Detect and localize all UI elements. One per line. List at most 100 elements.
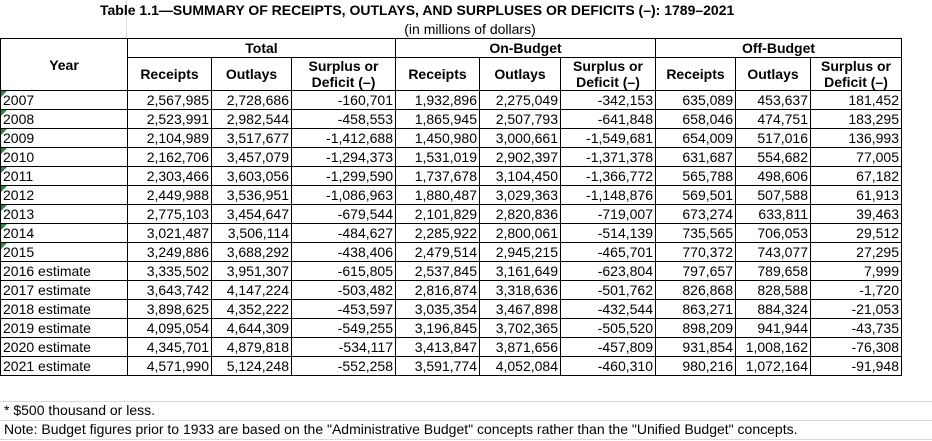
- cell-t-out[interactable]: 2,982,544: [211, 109, 292, 129]
- cell-on-rec[interactable]: 1,531,019: [395, 147, 480, 167]
- cell-t-out[interactable]: 3,536,951: [211, 185, 292, 205]
- cell-off-sur[interactable]: 77,005: [810, 147, 902, 167]
- cell-on-rec[interactable]: 1,450,980: [395, 128, 480, 148]
- cell-t-sur[interactable]: -503,482: [291, 280, 396, 300]
- cell-t-sur[interactable]: -1,294,373: [291, 147, 396, 167]
- cell-t-out[interactable]: 4,879,818: [211, 337, 292, 357]
- cell-t-rec[interactable]: 3,898,625: [127, 299, 212, 319]
- cell-on-out[interactable]: 3,871,656: [479, 337, 561, 357]
- cell-off-out[interactable]: 633,811: [735, 204, 811, 224]
- cell-on-out[interactable]: 4,052,084: [479, 356, 561, 376]
- header-off-outlays[interactable]: Outlays: [735, 57, 811, 91]
- cell-off-out[interactable]: 498,606: [735, 166, 811, 186]
- cell-on-out[interactable]: 2,945,215: [479, 242, 561, 262]
- cell-on-out[interactable]: 3,702,365: [479, 318, 561, 338]
- header-off-surplus[interactable]: Surplus or Deficit (–): [810, 57, 902, 91]
- footnote-note[interactable]: Note: Budget figures prior to 1933 are b…: [4, 421, 798, 437]
- cell-on-rec[interactable]: 2,816,874: [395, 280, 480, 300]
- cell-t-sur[interactable]: -534,117: [291, 337, 396, 357]
- cell-off-sur[interactable]: 136,993: [810, 128, 902, 148]
- cell-off-sur[interactable]: 27,295: [810, 242, 902, 262]
- cell-on-out[interactable]: 3,000,661: [479, 128, 561, 148]
- cell-off-out[interactable]: 706,053: [735, 223, 811, 243]
- cell-on-sur[interactable]: -1,366,772: [560, 166, 656, 186]
- cell-t-rec[interactable]: 2,162,706: [127, 147, 212, 167]
- cell-on-sur[interactable]: -1,148,876: [560, 185, 656, 205]
- cell-off-out[interactable]: 554,682: [735, 147, 811, 167]
- cell-off-sur[interactable]: 29,512: [810, 223, 902, 243]
- cell-off-out[interactable]: 1,008,162: [735, 337, 811, 357]
- cell-off-rec[interactable]: 565,788: [655, 166, 736, 186]
- cell-t-sur[interactable]: -1,412,688: [291, 128, 396, 148]
- cell-t-rec[interactable]: 4,345,701: [127, 337, 212, 357]
- cell-on-sur[interactable]: -514,139: [560, 223, 656, 243]
- cell-t-out[interactable]: 4,352,222: [211, 299, 292, 319]
- cell-on-sur[interactable]: -465,701: [560, 242, 656, 262]
- cell-off-rec[interactable]: 735,565: [655, 223, 736, 243]
- header-off-budget[interactable]: Off-Budget: [655, 38, 902, 58]
- cell-t-sur[interactable]: -549,255: [291, 318, 396, 338]
- cell-t-rec[interactable]: 4,095,054: [127, 318, 212, 338]
- cell-on-sur[interactable]: -623,804: [560, 261, 656, 281]
- cell-t-sur[interactable]: -160,701: [291, 90, 396, 110]
- cell-t-sur[interactable]: -1,299,590: [291, 166, 396, 186]
- cell-off-rec[interactable]: 635,089: [655, 90, 736, 110]
- cell-on-sur[interactable]: -719,007: [560, 204, 656, 224]
- cell-t-rec[interactable]: 2,523,991: [127, 109, 212, 129]
- cell-off-rec[interactable]: 631,687: [655, 147, 736, 167]
- cell-off-sur[interactable]: 183,295: [810, 109, 902, 129]
- cell-t-out[interactable]: 3,688,292: [211, 242, 292, 262]
- cell-on-rec[interactable]: 2,101,829: [395, 204, 480, 224]
- cell-off-sur[interactable]: -43,735: [810, 318, 902, 338]
- cell-on-sur[interactable]: -501,762: [560, 280, 656, 300]
- cell-t-sur[interactable]: -1,086,963: [291, 185, 396, 205]
- cell-off-out[interactable]: 1,072,164: [735, 356, 811, 376]
- header-total-surplus[interactable]: Surplus or Deficit (–): [291, 57, 396, 91]
- cell-off-out[interactable]: 517,016: [735, 128, 811, 148]
- cell-off-out[interactable]: 743,077: [735, 242, 811, 262]
- cell-t-rec[interactable]: 2,775,103: [127, 204, 212, 224]
- cell-t-out[interactable]: 4,644,309: [211, 318, 292, 338]
- cell-off-out[interactable]: 941,944: [735, 318, 811, 338]
- cell-year[interactable]: 2015: [0, 242, 128, 262]
- cell-t-rec[interactable]: 2,567,985: [127, 90, 212, 110]
- cell-on-sur[interactable]: -1,371,378: [560, 147, 656, 167]
- cell-year[interactable]: 2013: [0, 204, 128, 224]
- cell-on-sur[interactable]: -342,153: [560, 90, 656, 110]
- cell-on-out[interactable]: 3,161,649: [479, 261, 561, 281]
- cell-on-out[interactable]: 2,275,049: [479, 90, 561, 110]
- header-year[interactable]: Year: [0, 38, 128, 91]
- cell-on-sur[interactable]: -641,848: [560, 109, 656, 129]
- cell-year[interactable]: 2007: [0, 90, 128, 110]
- cell-off-out[interactable]: 507,588: [735, 185, 811, 205]
- header-total-receipts[interactable]: Receipts: [127, 57, 212, 91]
- cell-t-out[interactable]: 4,147,224: [211, 280, 292, 300]
- cell-year[interactable]: 2020 estimate: [0, 337, 128, 357]
- cell-t-out[interactable]: 3,951,307: [211, 261, 292, 281]
- cell-on-out[interactable]: 3,104,450: [479, 166, 561, 186]
- cell-t-rec[interactable]: 4,571,990: [127, 356, 212, 376]
- cell-year[interactable]: 2019 estimate: [0, 318, 128, 338]
- cell-on-sur[interactable]: -505,520: [560, 318, 656, 338]
- header-on-budget[interactable]: On-Budget: [395, 38, 656, 58]
- cell-on-rec[interactable]: 1,932,896: [395, 90, 480, 110]
- cell-off-out[interactable]: 474,751: [735, 109, 811, 129]
- cell-t-rec[interactable]: 3,249,886: [127, 242, 212, 262]
- cell-t-sur[interactable]: -458,553: [291, 109, 396, 129]
- cell-on-rec[interactable]: 1,737,678: [395, 166, 480, 186]
- cell-off-sur[interactable]: -76,308: [810, 337, 902, 357]
- cell-t-out[interactable]: 3,454,647: [211, 204, 292, 224]
- cell-off-sur[interactable]: 61,913: [810, 185, 902, 205]
- cell-on-rec[interactable]: 3,035,354: [395, 299, 480, 319]
- cell-t-out[interactable]: 3,603,056: [211, 166, 292, 186]
- header-on-outlays[interactable]: Outlays: [479, 57, 561, 91]
- cell-off-out[interactable]: 453,637: [735, 90, 811, 110]
- cell-on-rec[interactable]: 3,196,845: [395, 318, 480, 338]
- cell-t-sur[interactable]: -484,627: [291, 223, 396, 243]
- cell-t-rec[interactable]: 2,104,989: [127, 128, 212, 148]
- cell-on-out[interactable]: 2,507,793: [479, 109, 561, 129]
- cell-year[interactable]: 2008: [0, 109, 128, 129]
- cell-t-out[interactable]: 2,728,686: [211, 90, 292, 110]
- cell-year[interactable]: 2014: [0, 223, 128, 243]
- cell-year[interactable]: 2016 estimate: [0, 261, 128, 281]
